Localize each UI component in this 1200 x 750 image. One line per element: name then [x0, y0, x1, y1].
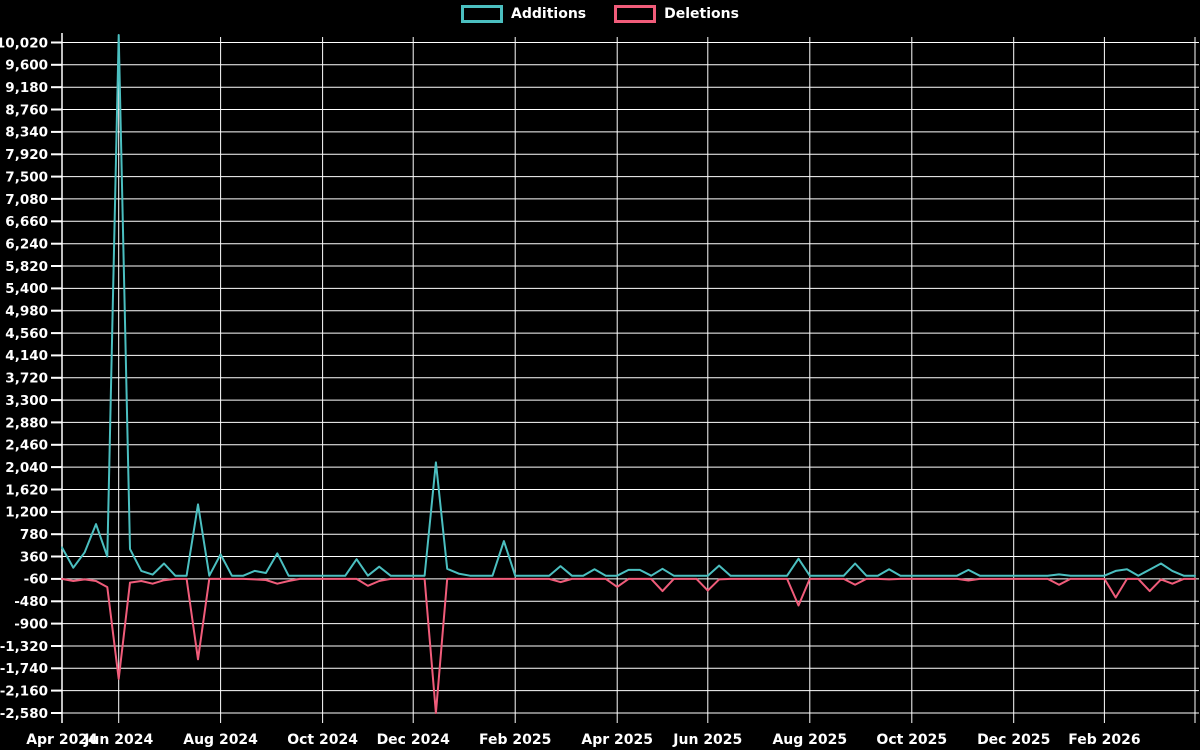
svg-text:8,760: 8,760 — [5, 102, 48, 118]
svg-text:7,920: 7,920 — [5, 147, 48, 163]
svg-text:Dec 2024: Dec 2024 — [377, 732, 451, 748]
deletions-swatch-icon — [614, 5, 657, 23]
legend-label-deletions: Deletions — [664, 6, 739, 22]
svg-text:Dec 2025: Dec 2025 — [977, 732, 1050, 748]
svg-text:-2,160: -2,160 — [0, 683, 48, 699]
svg-text:Apr 2025: Apr 2025 — [581, 732, 653, 748]
svg-text:Oct 2025: Oct 2025 — [876, 732, 947, 748]
svg-text:Oct 2024: Oct 2024 — [287, 732, 358, 748]
svg-text:2,460: 2,460 — [5, 438, 48, 454]
svg-text:360: 360 — [20, 549, 48, 565]
chart-legend: Additions Deletions — [0, 5, 1200, 23]
svg-text:-480: -480 — [14, 594, 48, 610]
legend-item-deletions[interactable]: Deletions — [614, 5, 739, 23]
additions-swatch-icon — [461, 5, 504, 23]
svg-text:-60: -60 — [24, 572, 48, 588]
svg-text:Aug 2024: Aug 2024 — [183, 732, 258, 748]
svg-text:10,020: 10,020 — [0, 35, 48, 51]
svg-text:3,720: 3,720 — [5, 371, 48, 387]
svg-text:-2,580: -2,580 — [0, 706, 48, 722]
svg-text:7,500: 7,500 — [5, 169, 48, 185]
svg-text:3,300: 3,300 — [5, 393, 48, 409]
svg-text:-1,320: -1,320 — [0, 639, 48, 655]
svg-text:4,560: 4,560 — [5, 326, 48, 342]
svg-text:1,620: 1,620 — [5, 482, 48, 498]
svg-text:780: 780 — [20, 527, 48, 543]
svg-text:6,660: 6,660 — [5, 214, 48, 230]
additions-line[interactable] — [61, 34, 1196, 577]
deletions-line[interactable] — [61, 577, 1196, 714]
svg-text:5,820: 5,820 — [5, 259, 48, 275]
svg-text:-1,740: -1,740 — [0, 661, 48, 677]
svg-text:1,200: 1,200 — [5, 505, 48, 521]
svg-text:6,240: 6,240 — [5, 237, 48, 253]
svg-text:Feb 2026: Feb 2026 — [1068, 732, 1140, 748]
svg-text:8,340: 8,340 — [5, 125, 48, 141]
svg-text:2,880: 2,880 — [5, 415, 48, 431]
svg-text:9,180: 9,180 — [5, 80, 48, 96]
svg-text:Feb 2025: Feb 2025 — [479, 732, 551, 748]
svg-text:4,980: 4,980 — [5, 304, 48, 320]
svg-text:Jun 2024: Jun 2024 — [83, 732, 153, 748]
x-gridlines — [61, 37, 1196, 723]
y-gridlines — [62, 42, 1199, 714]
svg-text:Apr 2024: Apr 2024 — [26, 732, 98, 748]
svg-text:7,080: 7,080 — [5, 192, 48, 208]
svg-text:2,040: 2,040 — [5, 460, 48, 476]
legend-item-additions[interactable]: Additions — [461, 5, 586, 23]
svg-text:5,400: 5,400 — [5, 281, 48, 297]
svg-text:4,140: 4,140 — [5, 348, 48, 364]
svg-text:Jun 2025: Jun 2025 — [672, 732, 742, 748]
svg-text:-900: -900 — [14, 616, 48, 632]
svg-text:9,600: 9,600 — [5, 58, 48, 74]
y-tick-labels: 10,020 9,600 9,180 8,760 8,340 7,920 7,500 7,08… — [0, 35, 62, 722]
svg-text:Aug 2025: Aug 2025 — [772, 732, 847, 748]
legend-label-additions: Additions — [511, 6, 587, 22]
